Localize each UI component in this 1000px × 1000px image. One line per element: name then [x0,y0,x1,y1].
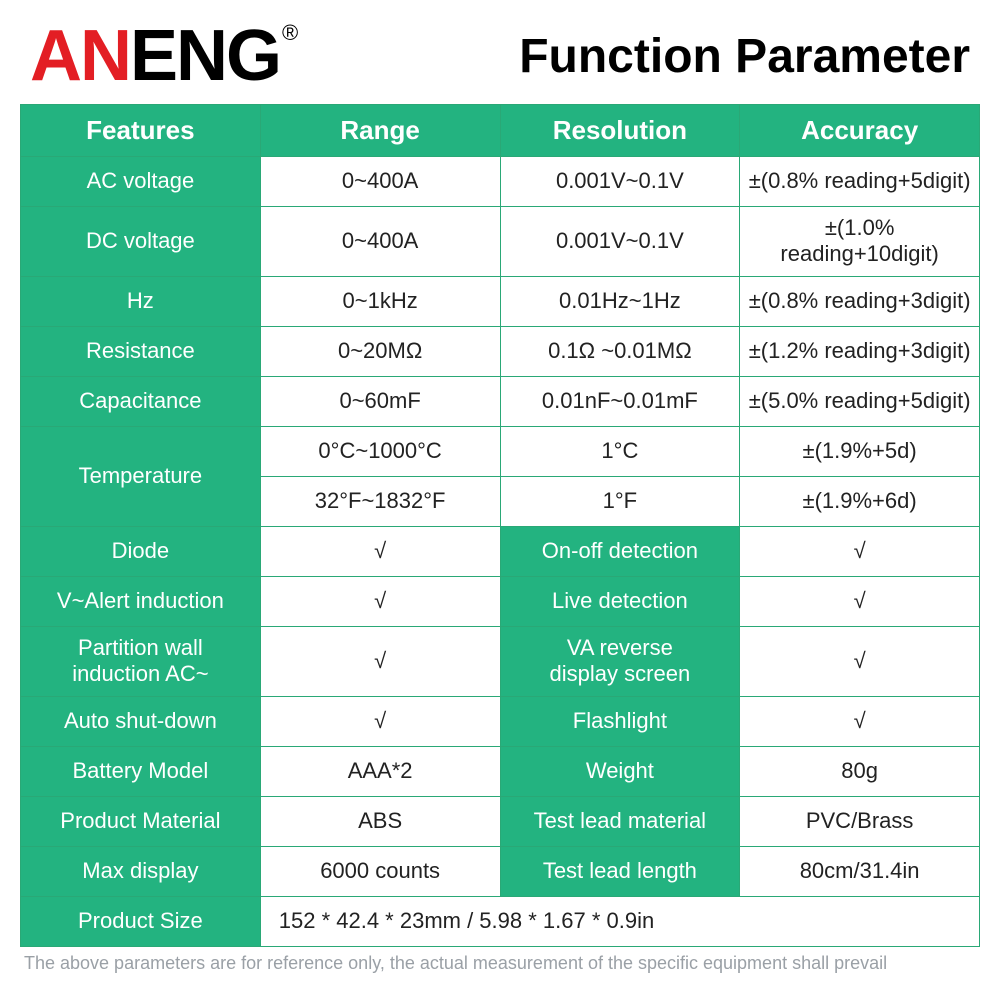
feature-label: Resistance [21,326,261,376]
feature-label: On-off detection [500,526,740,576]
feature-label: Capacitance [21,376,261,426]
feature-label: V~Alert induction [21,576,261,626]
feature-label: DC voltage [21,207,261,277]
range-value: 0~20MΩ [260,326,500,376]
range-value: 0°C~1000°C [260,426,500,476]
value-cell: √ [260,696,500,746]
resolution-value: 0.001V~0.1V [500,157,740,207]
value-cell: √ [260,526,500,576]
value-cell: 80g [740,746,980,796]
table-row: AC voltage0~400A0.001V~0.1V±(0.8% readin… [21,157,980,207]
feature-label: Diode [21,526,261,576]
header-row: Features Range Resolution Accuracy [21,105,980,157]
value-cell: √ [740,526,980,576]
footnote: The above parameters are for reference o… [20,953,980,974]
accuracy-value: ±(1.9%+5d) [740,426,980,476]
value-cell: √ [740,576,980,626]
table-row: Capacitance0~60mF0.01nF~0.01mF±(5.0% rea… [21,376,980,426]
accuracy-value: ±(0.8% reading+5digit) [740,157,980,207]
accuracy-value: ±(1.9%+6d) [740,476,980,526]
range-value: 0~1kHz [260,276,500,326]
feature-label: Battery Model [21,746,261,796]
registered-mark: ® [282,20,298,46]
resolution-value: 0.01nF~0.01mF [500,376,740,426]
value-cell: √ [260,576,500,626]
feature-label: Product Size [21,896,261,946]
accuracy-value: ±(0.8% reading+3digit) [740,276,980,326]
value-cell: √ [740,696,980,746]
range-value: 0~60mF [260,376,500,426]
feature-label: Live detection [500,576,740,626]
range-value: 0~400A [260,207,500,277]
header: ANENG ® Function Parameter [20,20,980,92]
brand-text: ANENG [30,20,280,92]
resolution-value: 0.1Ω ~0.01MΩ [500,326,740,376]
feature-label: Auto shut-down [21,696,261,746]
value-cell: √ [740,626,980,696]
feature-label: AC voltage [21,157,261,207]
range-value: 32°F~1832°F [260,476,500,526]
value-cell: PVC/Brass [740,796,980,846]
feature-label: Hz [21,276,261,326]
feature-label: Product Material [21,796,261,846]
table-row: Hz0~1kHz0.01Hz~1Hz±(0.8% reading+3digit) [21,276,980,326]
col-range: Range [260,105,500,157]
feature-label: VA reversedisplay screen [500,626,740,696]
feature-label: Flashlight [500,696,740,746]
resolution-value: 0.01Hz~1Hz [500,276,740,326]
accuracy-value: ±(5.0% reading+5digit) [740,376,980,426]
feature-label: Partition wallinduction AC~ [21,626,261,696]
table-row: Temperature0°C~1000°C1°C±(1.9%+5d) [21,426,980,476]
value-cell: 152 * 42.4 * 23mm / 5.98 * 1.67 * 0.9in [260,896,979,946]
value-cell: 80cm/31.4in [740,846,980,896]
brand-logo: ANENG ® [30,20,298,92]
table-row: Resistance0~20MΩ0.1Ω ~0.01MΩ±(1.2% readi… [21,326,980,376]
resolution-value: 0.001V~0.1V [500,207,740,277]
table-row: Diode√On-off detection√ [21,526,980,576]
value-cell: 6000 counts [260,846,500,896]
spec-table: Features Range Resolution Accuracy AC vo… [20,104,980,947]
value-cell: ABS [260,796,500,846]
accuracy-value: ±(1.2% reading+3digit) [740,326,980,376]
feature-label: Max display [21,846,261,896]
value-cell: √ [260,626,500,696]
feature-label: Temperature [21,426,261,526]
col-resolution: Resolution [500,105,740,157]
table-row: V~Alert induction√Live detection√ [21,576,980,626]
table-row: Partition wallinduction AC~√VA reversedi… [21,626,980,696]
feature-label: Test lead length [500,846,740,896]
feature-label: Test lead material [500,796,740,846]
table-row: Product MaterialABSTest lead materialPVC… [21,796,980,846]
table-row: Max display6000 countsTest lead length80… [21,846,980,896]
accuracy-value: ±(1.0% reading+10digit) [740,207,980,277]
col-features: Features [21,105,261,157]
resolution-value: 1°F [500,476,740,526]
page-title: Function Parameter [519,29,970,84]
col-accuracy: Accuracy [740,105,980,157]
feature-label: Weight [500,746,740,796]
resolution-value: 1°C [500,426,740,476]
value-cell: AAA*2 [260,746,500,796]
table-row: Auto shut-down√Flashlight√ [21,696,980,746]
table-row: Product Size152 * 42.4 * 23mm / 5.98 * 1… [21,896,980,946]
range-value: 0~400A [260,157,500,207]
table-row: DC voltage0~400A0.001V~0.1V±(1.0% readin… [21,207,980,277]
table-row: Battery ModelAAA*2Weight80g [21,746,980,796]
